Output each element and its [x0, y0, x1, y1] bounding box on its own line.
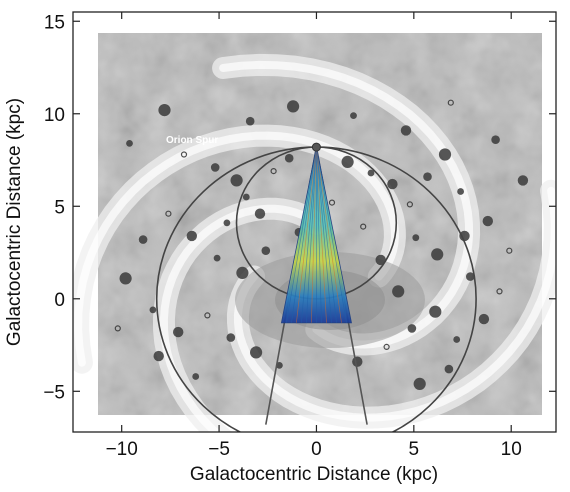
x-tick-label: −10 — [106, 439, 138, 460]
source-point — [204, 312, 211, 319]
source-point — [367, 169, 375, 177]
source-point — [210, 163, 220, 172]
source-point — [482, 215, 493, 227]
source-point — [444, 364, 454, 374]
source-point — [284, 153, 294, 163]
source-point — [192, 373, 200, 380]
source-point — [250, 346, 263, 359]
plot-frame — [72, 11, 557, 433]
y-tick-label: 0 — [54, 290, 65, 311]
source-point — [165, 210, 172, 217]
source-point — [138, 235, 148, 244]
annotation-orion-spur: Orion Spur — [166, 135, 218, 146]
source-point — [506, 247, 513, 254]
source-point — [153, 350, 164, 362]
y-tick-label: −5 — [43, 382, 65, 403]
source-point — [457, 188, 464, 195]
source-point — [230, 174, 243, 187]
source-point — [453, 336, 461, 343]
source-point — [261, 246, 271, 255]
source-point — [254, 208, 266, 219]
source-point — [223, 219, 231, 227]
source-point — [226, 333, 236, 342]
source-point — [126, 140, 133, 147]
source-point — [466, 272, 475, 281]
source-point — [400, 125, 412, 136]
source-point — [383, 343, 390, 350]
x-tick-label: 5 — [409, 439, 420, 460]
source-point — [413, 377, 426, 390]
source-point — [431, 248, 444, 261]
source-point — [447, 99, 454, 106]
source-point — [517, 175, 529, 186]
sun-marker — [311, 142, 321, 152]
source-point — [429, 305, 442, 318]
source-point — [412, 234, 420, 242]
source-point — [180, 151, 188, 158]
source-point — [392, 285, 405, 298]
source-point — [158, 104, 171, 117]
source-point — [245, 116, 255, 126]
source-point — [350, 112, 357, 119]
source-point — [287, 100, 300, 113]
source-point — [328, 199, 336, 206]
source-point — [438, 148, 452, 161]
source-point — [406, 201, 413, 208]
x-axis-label: Galactocentric Distance (kpc) — [190, 464, 438, 485]
source-point — [352, 356, 363, 367]
source-point — [407, 324, 417, 333]
source-point — [114, 325, 121, 332]
y-tick-label: 15 — [44, 12, 65, 33]
source-point — [423, 172, 432, 181]
source-point — [387, 178, 398, 190]
source-point — [341, 155, 354, 168]
x-tick-label: 0 — [311, 439, 322, 460]
source-point — [270, 168, 277, 175]
source-point — [375, 254, 386, 266]
source-point — [496, 288, 503, 295]
source-point — [491, 135, 500, 144]
source-point — [242, 193, 250, 201]
source-point — [478, 313, 490, 325]
x-tick-label: −5 — [208, 439, 230, 460]
y-tick-label: 5 — [54, 197, 65, 218]
source-point — [173, 326, 184, 338]
y-tick-label: 10 — [44, 105, 65, 126]
source-point — [236, 266, 249, 279]
x-tick-label: 10 — [501, 439, 522, 460]
source-point — [149, 306, 157, 314]
source-point — [119, 272, 132, 285]
y-axis-label: Galactocentric Distance (kpc) — [4, 98, 25, 346]
source-point — [360, 223, 367, 230]
source-point — [213, 254, 221, 262]
source-point — [186, 230, 197, 242]
source-point — [459, 230, 470, 242]
